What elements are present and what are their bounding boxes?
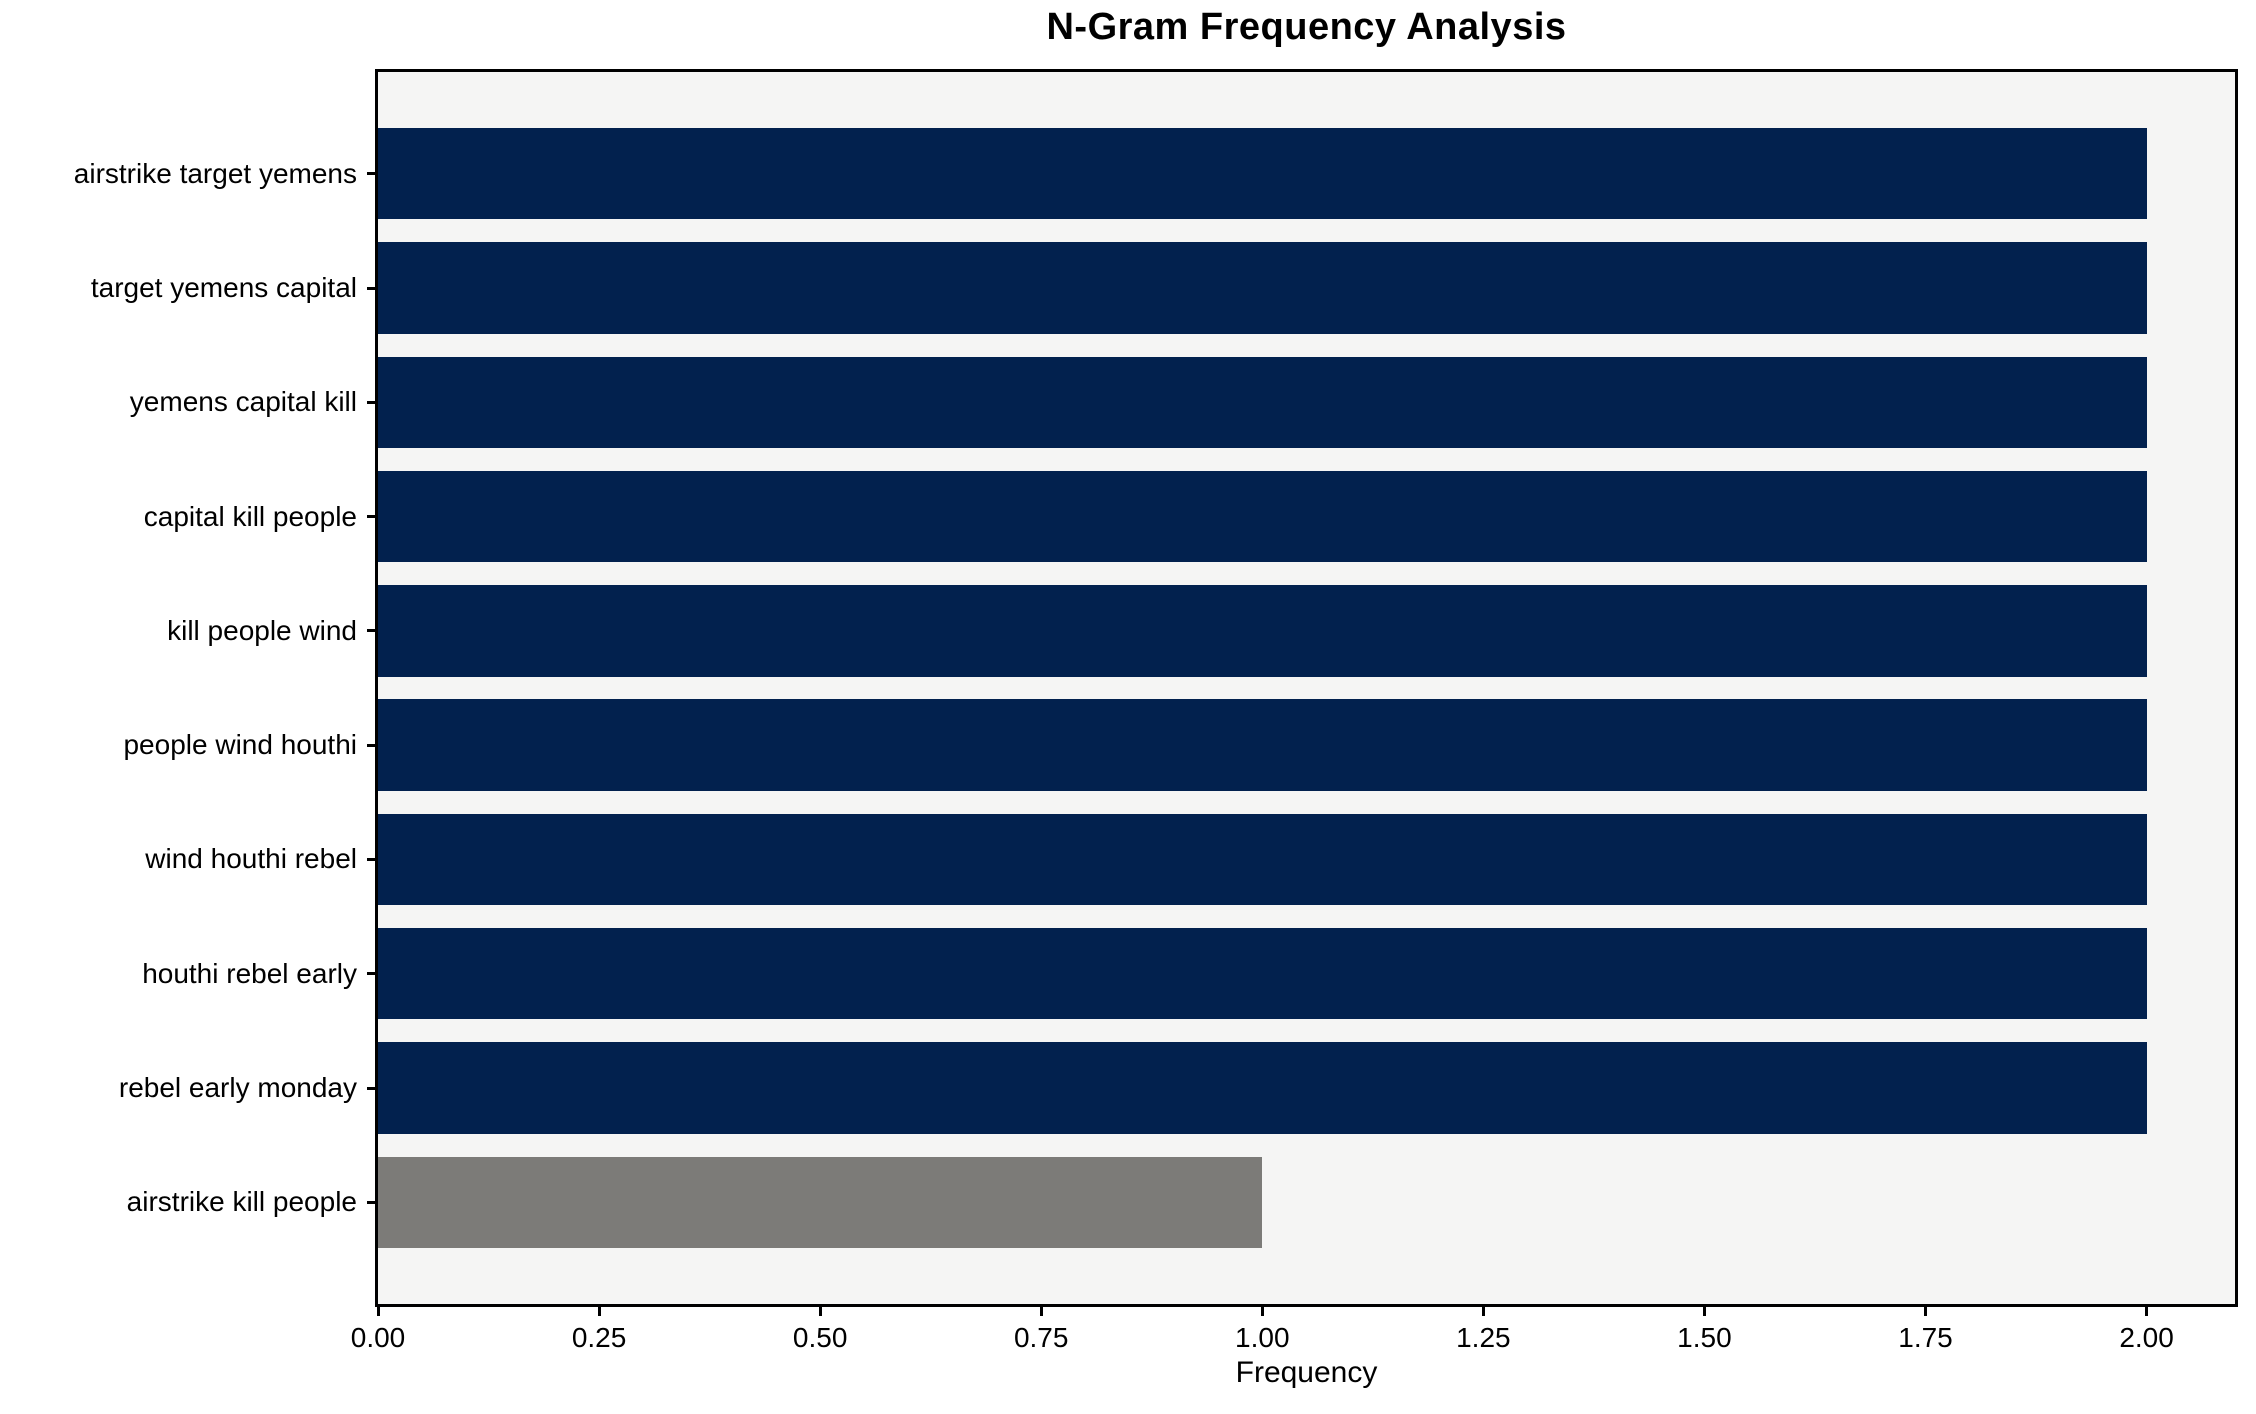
x-tick-mark [1260, 1307, 1264, 1316]
chart-title: N-Gram Frequency Analysis [1046, 6, 1567, 48]
bar [378, 585, 2147, 677]
plot-area [375, 69, 2238, 1307]
x-tick-label: 0.00 [350, 1322, 406, 1353]
y-tick-label: people wind houthi [123, 729, 357, 761]
bar [378, 699, 2147, 791]
x-tick-mark [1039, 1307, 1043, 1316]
x-tick-mark [818, 1307, 822, 1316]
x-tick-label: 1.00 [1235, 1322, 1290, 1353]
y-tick-label: target yemens capital [90, 272, 357, 303]
y-tick-label: houthi rebel early [142, 957, 357, 989]
x-tick-mark [1924, 1307, 1927, 1316]
y-tick-label: kill people wind [167, 614, 357, 646]
x-tick-mark [1702, 1307, 1706, 1316]
bar [378, 813, 2147, 906]
x-tick-label: 0.50 [792, 1322, 848, 1353]
y-tick-label: rebel early monday [118, 1072, 357, 1103]
bar [378, 242, 2147, 334]
x-tick-mark [376, 1307, 380, 1316]
bar [378, 1042, 2147, 1134]
y-tick-label: yemens capital kill [129, 386, 357, 418]
bar [378, 356, 2147, 448]
x-tick-label: 1.75 [1898, 1322, 1953, 1353]
y-tick-label: capital kill people [143, 500, 357, 532]
bar [378, 128, 2147, 220]
x-tick-label: 0.25 [571, 1322, 627, 1353]
x-tick-label: 0.75 [1013, 1322, 1069, 1353]
x-tick-mark [1481, 1307, 1485, 1316]
x-tick-mark [597, 1307, 601, 1316]
bar [378, 1156, 1263, 1248]
x-tick-label: 1.50 [1677, 1322, 1732, 1353]
y-tick-label: airstrike target yemens [73, 157, 357, 189]
x-tick-label: 2.00 [2119, 1322, 2174, 1353]
bar [378, 470, 2147, 563]
x-tick-label: 1.25 [1456, 1322, 1511, 1353]
y-tick-label: wind houthi rebel [145, 843, 357, 875]
x-axis-title: Frequency [1235, 1356, 1378, 1389]
x-tick-mark [2145, 1307, 2149, 1316]
bar [378, 928, 2147, 1020]
y-tick-label: airstrike kill people [126, 1186, 357, 1218]
